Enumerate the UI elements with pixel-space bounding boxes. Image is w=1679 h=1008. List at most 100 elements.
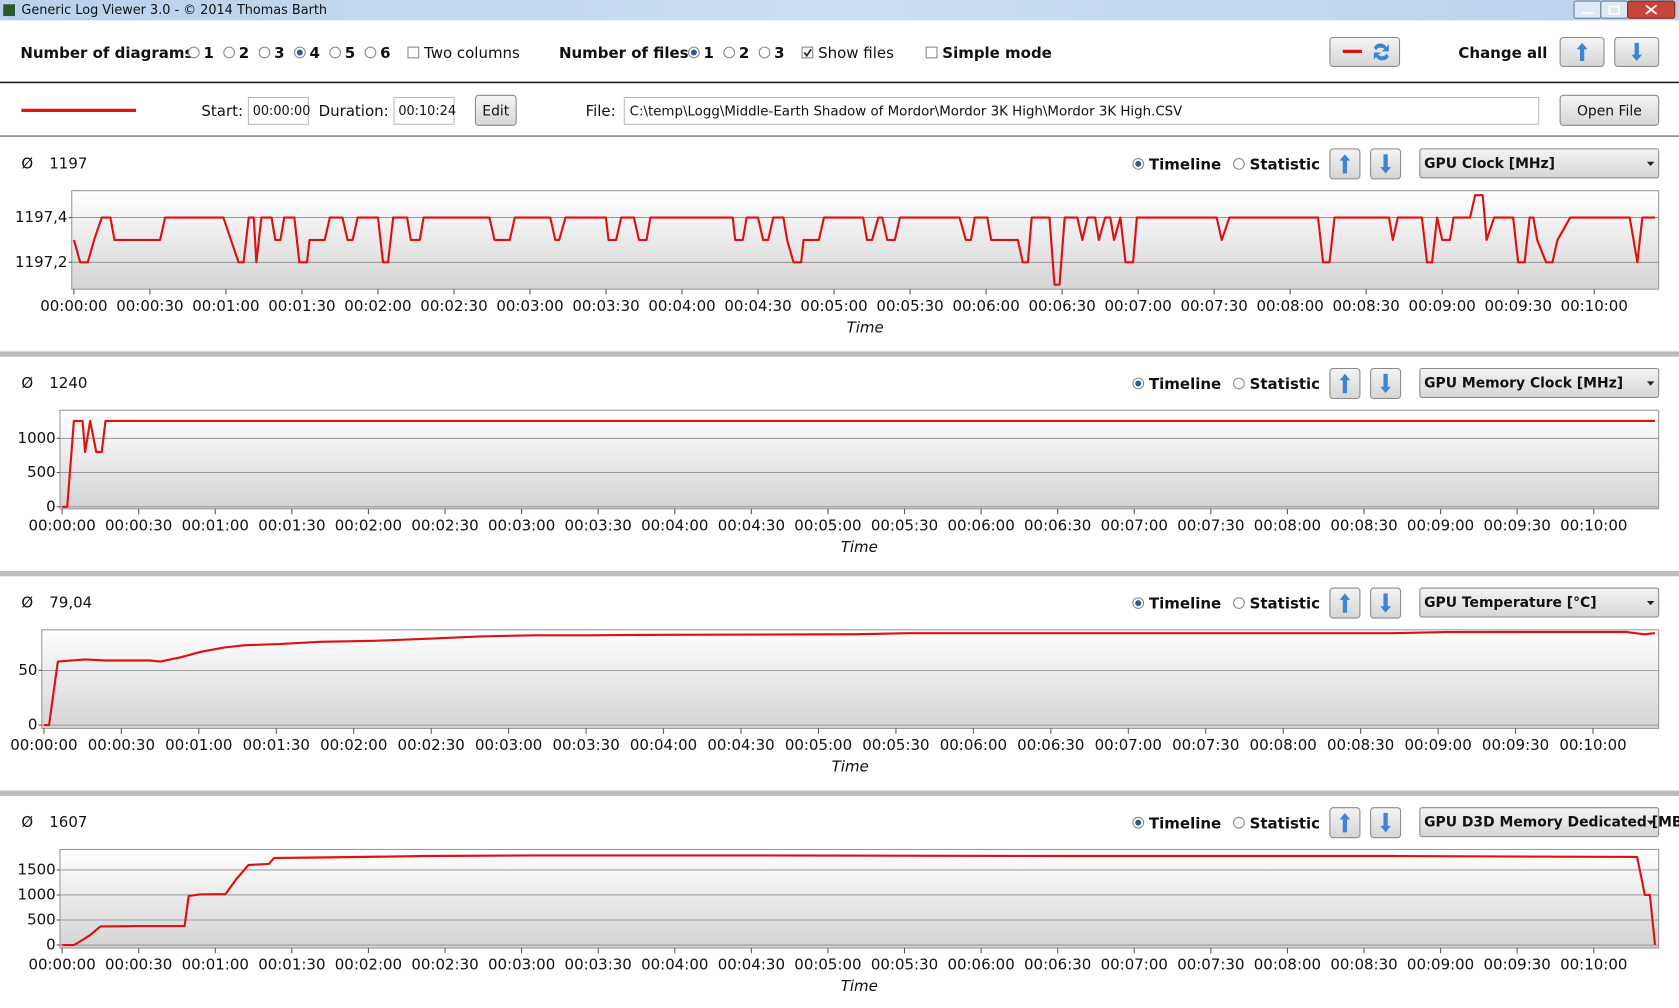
x-tick-label: 00:04:30	[707, 736, 774, 754]
x-tick-label: 00:09:30	[1484, 516, 1551, 534]
x-tick-label: 00:07:30	[1177, 956, 1244, 974]
radio-button[interactable]	[329, 46, 342, 59]
refresh-icon	[1373, 43, 1389, 61]
down-arrow	[1380, 373, 1391, 394]
data-line	[72, 194, 1656, 286]
x-tick-label: 00:02:30	[398, 736, 465, 754]
radio-dot	[1135, 160, 1142, 167]
x-tick-label: 00:01:30	[268, 297, 335, 315]
statistic-label: Statistic	[1250, 814, 1320, 832]
x-tick-label: 00:04:30	[718, 956, 785, 974]
average-symbol: Ø	[21, 374, 33, 392]
x-tick-label: 00:02:00	[335, 516, 402, 534]
x-tick-label: 00:09:30	[1484, 956, 1551, 974]
radio-button[interactable]	[1233, 816, 1245, 829]
average-value: 1240	[49, 374, 87, 392]
x-tick-label: 00:09:30	[1485, 297, 1552, 315]
x-tick-label: 00:06:00	[947, 516, 1014, 534]
y-tick-label: 0	[46, 497, 56, 515]
radio-button[interactable]	[723, 46, 736, 59]
x-tick-label: 00:00:30	[116, 297, 183, 315]
dropdown-arrow	[1646, 381, 1655, 386]
checkbox[interactable]	[801, 46, 814, 59]
x-tick-label: 00:06:30	[1024, 516, 1091, 534]
dropdown-arrow	[1646, 161, 1655, 167]
start-label: Start:	[201, 102, 243, 120]
plot-area	[59, 848, 1660, 949]
x-tick-label: 00:07:00	[1104, 297, 1171, 315]
x-tick-label: 00:04:30	[724, 297, 791, 315]
two-columns-label: Two columns	[423, 44, 520, 62]
x-tick-label: 00:05:30	[862, 736, 929, 754]
maximize-button[interactable]	[1600, 0, 1629, 19]
diagram-option: 6	[380, 44, 390, 62]
radio-button[interactable]	[1233, 158, 1245, 170]
panel-separator	[0, 570, 1679, 577]
sensor-dropdown[interactable]	[1419, 807, 1660, 838]
duration-input[interactable]	[393, 96, 455, 125]
sensor-dropdown[interactable]	[1419, 587, 1660, 618]
radio-button[interactable]	[258, 46, 271, 59]
diagrams-label: Number of diagrams	[20, 44, 193, 62]
sensor-dropdown[interactable]	[1419, 148, 1660, 179]
x-tick-label: 00:04:00	[641, 956, 708, 974]
window-control-icons	[1581, 4, 1658, 15]
file-path-input[interactable]	[623, 96, 1540, 125]
checkbox[interactable]	[407, 46, 420, 59]
x-tick-label: 00:10:00	[1561, 297, 1628, 315]
y-tick-label: 1000	[18, 429, 56, 447]
x-tick-label: 00:04:30	[718, 516, 785, 534]
plot-area	[41, 629, 1660, 729]
radio-button[interactable]	[1233, 597, 1245, 609]
x-tick-label: 00:08:00	[1250, 736, 1317, 754]
app-icon	[3, 4, 15, 17]
edit-button[interactable]	[474, 94, 517, 126]
color-swap-button[interactable]	[1329, 36, 1401, 67]
x-tick-label: 00:10:00	[1560, 516, 1627, 534]
x-axis-label: Time	[847, 318, 884, 336]
x-tick-label: 00:00:30	[105, 516, 172, 534]
x-tick-label: 00:10:00	[1559, 736, 1626, 754]
file-option: 1	[704, 44, 714, 62]
sensor-dropdown[interactable]	[1419, 367, 1660, 398]
x-tick-label: 00:08:30	[1333, 297, 1400, 315]
y-tick-label: 1197,4	[15, 208, 67, 226]
x-tick-label: 00:03:30	[552, 736, 619, 754]
open-file-button[interactable]	[1559, 94, 1660, 126]
dropdown-arrow	[1646, 600, 1655, 606]
radio-button[interactable]	[187, 46, 200, 59]
y-tick-label: 500	[27, 910, 56, 928]
average-symbol: Ø	[21, 813, 33, 831]
x-tick-label: 00:06:30	[1024, 956, 1091, 974]
x-tick-label: 00:07:00	[1101, 956, 1168, 974]
x-tick-label: 00:00:00	[28, 516, 95, 534]
down-arrow	[1380, 813, 1391, 833]
up-arrow	[1339, 593, 1351, 613]
x-tick-label: 00:09:30	[1482, 736, 1549, 754]
x-tick-label: 00:04:00	[648, 297, 715, 315]
x-tick-label: 00:06:00	[952, 297, 1019, 315]
radio-button[interactable]	[364, 46, 377, 59]
radio-button[interactable]	[223, 46, 236, 59]
timeline-label: Timeline	[1149, 814, 1221, 832]
x-tick-label: 00:04:00	[641, 516, 708, 534]
checkbox[interactable]	[925, 46, 938, 59]
x-tick-label: 00:03:00	[488, 956, 555, 974]
x-tick-label: 00:02:00	[344, 297, 411, 315]
radio-dot	[690, 49, 697, 56]
radio-button[interactable]	[1233, 377, 1245, 390]
x-tick-label: 00:01:30	[258, 516, 325, 534]
radio-button[interactable]	[758, 46, 771, 59]
x-tick-label: 00:02:00	[320, 736, 387, 754]
x-tick-label: 00:01:00	[182, 516, 249, 534]
y-tick-label: 1197,2	[15, 253, 67, 271]
statistic-label: Statistic	[1250, 375, 1320, 393]
open-file-label: Open File	[1577, 103, 1642, 119]
x-tick-label: 00:07:00	[1095, 736, 1162, 754]
minimize-button[interactable]	[1573, 0, 1602, 19]
start-input[interactable]	[247, 96, 309, 125]
x-tick-label: 00:06:30	[1028, 297, 1095, 315]
down-arrow	[1380, 154, 1391, 174]
statistic-label: Statistic	[1250, 155, 1320, 173]
